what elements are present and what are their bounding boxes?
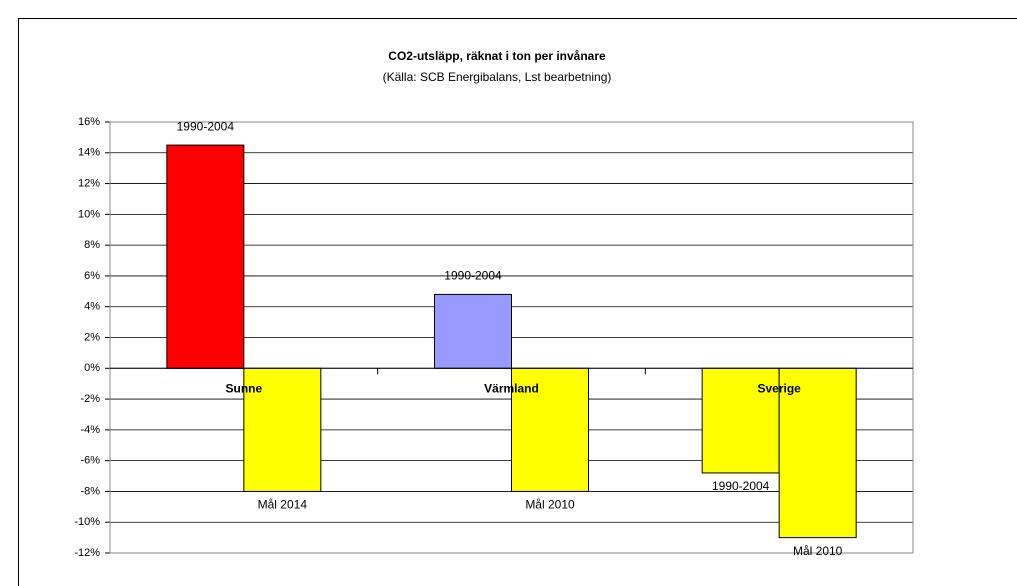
y-tick-label: 4% <box>84 301 100 313</box>
bar <box>434 293 512 369</box>
y-tick-label: -10% <box>74 516 100 528</box>
bar <box>243 367 322 492</box>
y-tick-label: 16% <box>78 116 100 128</box>
y-tick-label: -12% <box>74 547 100 559</box>
y-tick-label: 6% <box>84 270 100 282</box>
y-tick-label: 14% <box>78 147 100 159</box>
y-tick-label: 10% <box>78 208 100 220</box>
y-tick-label: -2% <box>80 393 100 405</box>
bar-label: 1990-2004 <box>712 479 770 493</box>
chart-title: CO2-utsläpp, räknat i ton per invånare <box>388 49 606 63</box>
x-tick-label: Värmland <box>484 381 539 395</box>
bar-label: 1990-2004 <box>444 269 502 283</box>
bar-label: Mål 2010 <box>793 544 843 558</box>
y-tick-label: -4% <box>80 424 100 436</box>
y-tick-label: 2% <box>84 331 100 343</box>
bar-label: 1990-2004 <box>177 119 235 133</box>
y-tick-label: 0% <box>84 362 100 374</box>
y-tick-label: -8% <box>80 485 100 497</box>
x-tick-label: Sunne <box>225 381 262 395</box>
bar-label: Mål 2010 <box>525 498 575 512</box>
bar <box>511 367 589 492</box>
bar-label: Mål 2014 <box>258 498 308 512</box>
y-tick-label: -6% <box>80 455 100 467</box>
bar <box>166 144 245 369</box>
y-tick-label: 12% <box>78 177 100 189</box>
x-tick-label: Sverige <box>757 381 801 395</box>
chart-subtitle: (Källa: SCB Energibalans, Lst bearbetnin… <box>383 70 612 84</box>
y-tick-label: 8% <box>84 239 100 251</box>
plot-border <box>109 121 914 554</box>
bar <box>778 367 857 539</box>
